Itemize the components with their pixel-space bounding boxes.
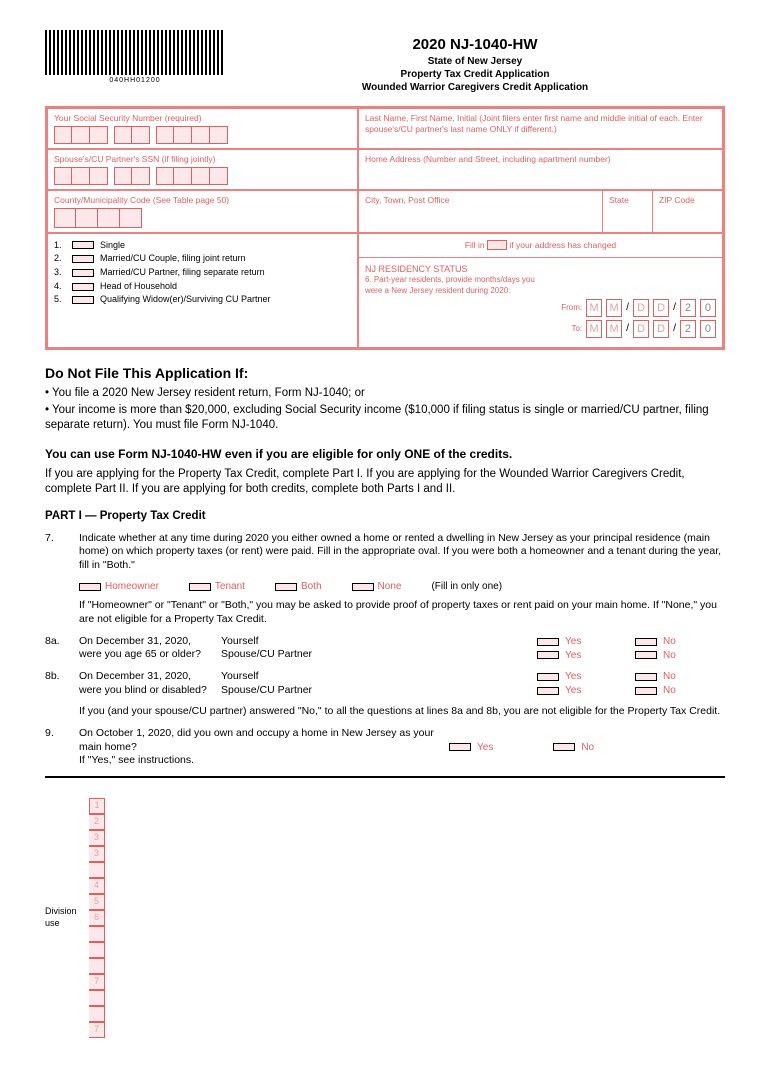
residency-label: NJ RESIDENCY STATUS xyxy=(365,264,716,276)
spouse-ssn-label: Spouse's/CU Partner's SSN (if filing joi… xyxy=(54,154,351,165)
filing-option[interactable] xyxy=(72,269,94,277)
county-input[interactable] xyxy=(54,208,351,228)
address-label: Home Address (Number and Street, includi… xyxy=(365,154,716,165)
q7-option[interactable] xyxy=(275,583,297,591)
filing-option[interactable] xyxy=(72,296,94,304)
city-state-zip: City, Town, Post Office State ZIP Code xyxy=(358,190,723,233)
q7-option[interactable] xyxy=(79,583,101,591)
q7-options: HomeownerTenantBothNone(Fill in only one… xyxy=(79,580,725,593)
question-7: 7. Indicate whether at any time during 2… xyxy=(45,532,725,573)
question-8b: 8b. On December 31, 2020, were you blind… xyxy=(45,670,725,697)
q8a-self-no[interactable] xyxy=(635,638,657,646)
instructions: Do Not File This Application If: • You f… xyxy=(45,364,725,523)
addr-change-checkbox[interactable] xyxy=(487,240,507,250)
subtitle-1: Property Tax Credit Application xyxy=(225,68,725,81)
division-use: Division use 123345677 xyxy=(45,798,725,1038)
filing-option[interactable] xyxy=(72,283,94,291)
q8a-spouse-no[interactable] xyxy=(635,651,657,659)
ssn-input[interactable] xyxy=(54,126,351,144)
q7-note: If "Homeowner" or "Tenant" or "Both," yo… xyxy=(79,599,725,626)
q7-option[interactable] xyxy=(189,583,211,591)
q8b-spouse-yes[interactable] xyxy=(537,687,559,695)
header: 2020 NJ-1040-HW State of New Jersey Prop… xyxy=(45,30,725,94)
q8b-self-no[interactable] xyxy=(635,673,657,681)
canuse-note: If you are applying for the Property Tax… xyxy=(45,467,725,497)
barcode xyxy=(45,30,225,75)
county-cell: County/Municipality Code (See Table page… xyxy=(47,190,358,233)
bullet-2: • Your income is more than $20,000, excl… xyxy=(45,403,725,433)
city-cell[interactable]: City, Town, Post Office xyxy=(359,191,602,232)
q9-yes[interactable] xyxy=(449,743,471,751)
filing-status: 1.Single2.Married/CU Couple, filing join… xyxy=(47,233,358,349)
residency-note: 6. Part-year residents, provide months/d… xyxy=(365,275,545,296)
ssn-cell: Your Social Security Number (required) xyxy=(47,108,358,149)
form-title: 2020 NJ-1040-HW State of New Jersey Prop… xyxy=(225,30,725,94)
q8a-spouse-yes[interactable] xyxy=(537,651,559,659)
q8a-self-yes[interactable] xyxy=(537,638,559,646)
name-label: Last Name, First Name, Initial (Joint fi… xyxy=(365,113,716,135)
spouse-ssn-input[interactable] xyxy=(54,167,351,185)
date-from[interactable]: From: MM / DD / 20 xyxy=(365,299,716,317)
zip-cell[interactable]: ZIP Code xyxy=(652,191,722,232)
canuse-header: You can use Form NJ-1040-HW even if you … xyxy=(45,447,725,463)
identity-block: Your Social Security Number (required) L… xyxy=(45,106,725,351)
question-8a: 8a. On December 31, 2020, were you age 6… xyxy=(45,635,725,662)
filing-option[interactable] xyxy=(72,241,94,249)
form-number: 2020 NJ-1040-HW xyxy=(225,35,725,55)
county-label: County/Municipality Code (See Table page… xyxy=(54,195,351,206)
filing-option[interactable] xyxy=(72,255,94,263)
q8b-self-yes[interactable] xyxy=(537,673,559,681)
state-label: State of New Jersey xyxy=(225,55,725,68)
q9-no[interactable] xyxy=(553,743,575,751)
q8b-spouse-no[interactable] xyxy=(635,687,657,695)
bullet-1: • You file a 2020 New Jersey resident re… xyxy=(45,386,725,401)
residency-cell: Fill in if your address has changed NJ R… xyxy=(358,233,723,349)
state-cell[interactable]: State xyxy=(602,191,652,232)
q8-note: If you (and your spouse/CU partner) answ… xyxy=(79,705,725,719)
ssn-label: Your Social Security Number (required) xyxy=(54,113,351,124)
date-to[interactable]: To: MM / DD / 20 xyxy=(365,320,716,338)
spouse-ssn-cell: Spouse's/CU Partner's SSN (if filing joi… xyxy=(47,149,358,190)
question-9: 9. On October 1, 2020, did you own and o… xyxy=(45,727,725,768)
donot-header: Do Not File This Application If: xyxy=(45,364,725,382)
address-cell[interactable]: Home Address (Number and Street, includi… xyxy=(358,149,723,190)
q7-option[interactable] xyxy=(352,583,374,591)
part1-header: PART I — Property Tax Credit xyxy=(45,509,725,524)
name-cell[interactable]: Last Name, First Name, Initial (Joint fi… xyxy=(358,108,723,149)
subtitle-2: Wounded Warrior Caregivers Credit Applic… xyxy=(225,81,725,94)
